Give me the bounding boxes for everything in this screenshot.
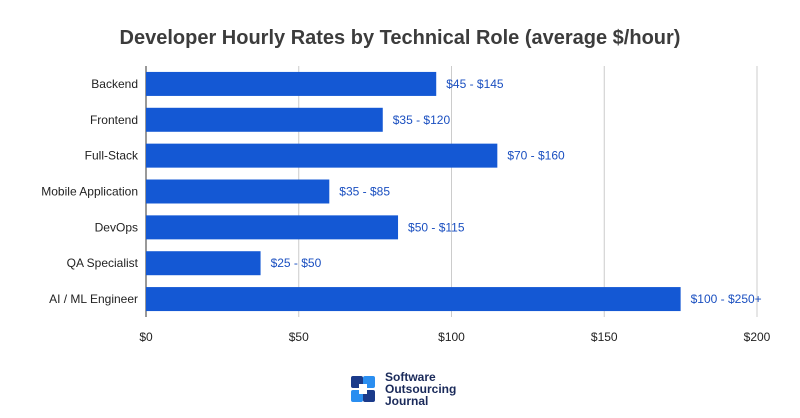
data-label: $50 - $115 bbox=[408, 220, 465, 234]
data-label: $45 - $145 bbox=[446, 77, 504, 91]
category-label: QA Specialist bbox=[67, 256, 139, 270]
category-label: Mobile Application bbox=[41, 185, 138, 199]
category-label: DevOps bbox=[95, 220, 138, 234]
category-label: Full-Stack bbox=[85, 149, 139, 163]
category-label: Frontend bbox=[90, 113, 138, 127]
bar bbox=[146, 215, 399, 240]
logo-line-3: Journal bbox=[385, 394, 429, 408]
bar bbox=[146, 107, 383, 132]
x-tick-label: $150 bbox=[591, 330, 618, 344]
logo-text: Software Outsourcing Journal bbox=[385, 371, 456, 407]
x-tick-label: $50 bbox=[289, 330, 309, 344]
data-label: $35 - $85 bbox=[339, 185, 390, 199]
bar bbox=[146, 251, 261, 276]
bar bbox=[146, 71, 437, 96]
bar bbox=[146, 287, 681, 312]
data-labels: $45 - $145 $35 - $120 $70 - $160 $35 - $85 $… bbox=[271, 77, 762, 306]
data-label: $100 - $250+ bbox=[691, 292, 762, 306]
logo-line-1: Software bbox=[385, 370, 436, 384]
chart-title: Developer Hourly Rates by Technical Role… bbox=[120, 27, 681, 49]
data-label: $35 - $120 bbox=[393, 113, 451, 127]
bar bbox=[146, 143, 498, 168]
logo-mark-icon bbox=[349, 374, 377, 404]
logo-line-2: Outsourcing bbox=[385, 382, 457, 396]
category-label: AI / ML Engineer bbox=[49, 292, 138, 306]
x-tick-label: $0 bbox=[139, 330, 153, 344]
category-labels: Backend Frontend Full-Stack Mobile Applicat… bbox=[41, 77, 139, 306]
data-label: $70 - $160 bbox=[507, 149, 565, 163]
data-label: $25 - $50 bbox=[271, 256, 322, 270]
bars bbox=[146, 71, 681, 312]
x-tick-label: $200 bbox=[744, 330, 771, 344]
x-axis-ticks: $0 $50 $100 $150 $200 bbox=[139, 330, 770, 344]
brand-logo: Software Outsourcing Journal bbox=[349, 371, 456, 407]
category-label: Backend bbox=[91, 77, 138, 91]
bar bbox=[146, 179, 330, 204]
x-tick-label: $100 bbox=[438, 330, 465, 344]
